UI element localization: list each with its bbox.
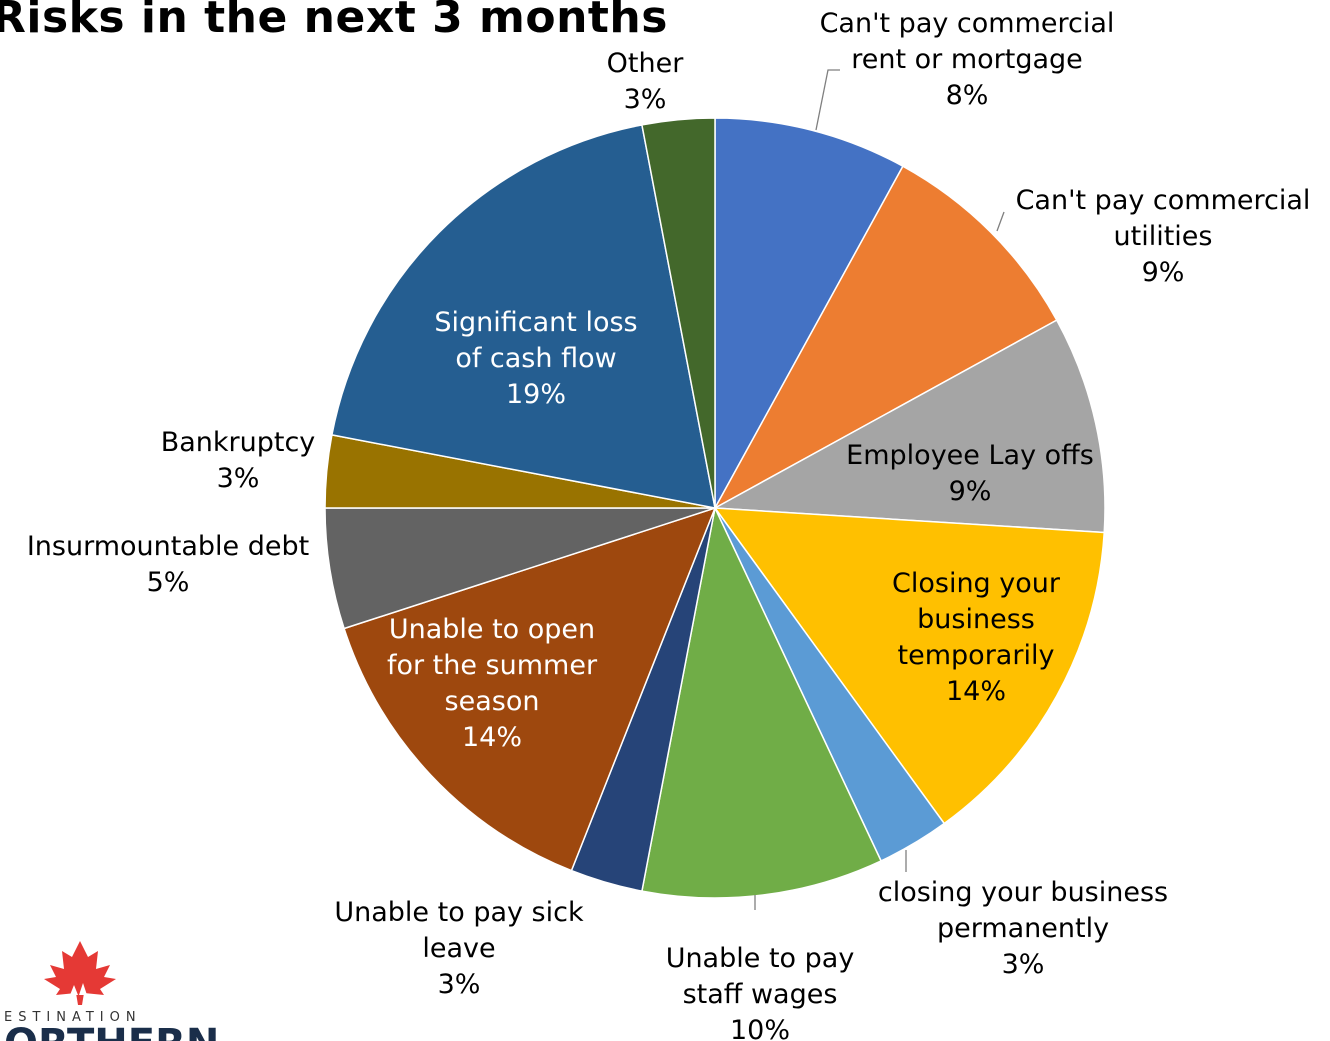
data-label-5: closing your business permanently 3% <box>878 877 1168 980</box>
chart-title: Risks in the next 3 months <box>0 0 668 43</box>
data-label-value: 14% <box>946 676 1006 707</box>
data-label-text: Can't pay commercial <box>820 8 1115 39</box>
data-label-text: season <box>445 686 540 717</box>
pie-slices <box>324 117 1106 899</box>
pie-slice-12 <box>641 117 716 509</box>
data-label-6: Unable to pay staff wages 10% <box>666 943 855 1041</box>
data-label-text: Unable to open <box>389 614 595 645</box>
data-label-text: for the summer <box>387 650 598 681</box>
leader-line-2 <box>996 211 1005 232</box>
pie-slice-1 <box>714 117 904 509</box>
logo-text-bottom: ORTHERN <box>4 1021 219 1041</box>
data-label-3: Employee Lay offs 9% <box>846 440 1094 507</box>
data-label-value: 5% <box>147 567 190 598</box>
data-label-12: Other 3% <box>607 48 685 115</box>
data-label-7: Unable to pay sick leave 3% <box>334 897 584 1000</box>
data-label-value: 9% <box>1142 257 1185 288</box>
data-label-text: closing your business <box>878 877 1168 908</box>
data-label-text: Employee Lay offs <box>846 440 1094 471</box>
data-label-1: Can't pay commercial rent or mortgage 8% <box>820 8 1115 111</box>
data-label-value: 19% <box>506 379 566 410</box>
data-label-4: Closing your business temporarily 14% <box>892 568 1061 707</box>
data-label-text: permanently <box>937 913 1109 944</box>
maple-leaf-icon <box>44 941 116 1005</box>
data-label-text: temporarily <box>898 640 1055 671</box>
data-label-text: utilities <box>1114 221 1213 252</box>
data-label-11: Significant loss of cash flow 19% <box>434 307 637 410</box>
data-label-text: Can't pay commercial <box>1016 185 1311 216</box>
pie-slice-3 <box>712 319 1106 534</box>
data-label-value: 3% <box>1002 949 1045 980</box>
data-label-text: business <box>917 604 1035 635</box>
data-label-text: rent or mortgage <box>851 44 1083 75</box>
data-label-text: Unable to pay <box>666 943 855 974</box>
data-label-text: Other <box>607 48 685 79</box>
data-label-text: Insurmountable debt <box>27 531 309 562</box>
data-label-value: 3% <box>624 84 667 115</box>
data-label-10: Bankruptcy 3% <box>161 427 316 494</box>
pie-slice-4 <box>713 507 1106 825</box>
data-label-text: of cash flow <box>455 343 616 374</box>
pie-slice-6 <box>641 505 883 899</box>
data-label-value: 14% <box>462 722 522 753</box>
tree-icon <box>70 983 87 995</box>
data-label-value: 10% <box>730 1015 790 1041</box>
logo-text-top: ESTINATION <box>4 1010 142 1025</box>
leader-lines <box>754 69 1005 910</box>
data-label-9: Insurmountable debt 5% <box>27 531 309 598</box>
data-label-text: staff wages <box>683 979 838 1010</box>
data-label-text: Significant loss <box>434 307 637 338</box>
data-label-value: 8% <box>946 80 989 111</box>
data-labels: Can't pay commercial rent or mortgage 8%Ca… <box>27 8 1311 1041</box>
data-label-text: Unable to pay sick <box>334 897 584 928</box>
destination-northern-logo: ESTINATION ORTHERN <box>4 941 219 1041</box>
data-label-8: Unable to open for the summer season 14% <box>387 614 598 753</box>
data-label-text: Bankruptcy <box>161 427 316 458</box>
leader-line-1 <box>815 69 840 131</box>
data-label-value: 9% <box>949 476 992 507</box>
data-label-value: 3% <box>438 969 481 1000</box>
pie-slice-2 <box>713 165 1058 510</box>
data-label-2: Can't pay commercial utilities 9% <box>1016 185 1311 288</box>
data-label-text: leave <box>422 933 495 964</box>
data-label-value: 3% <box>217 463 260 494</box>
pie-slice-11 <box>331 124 716 509</box>
data-label-text: Closing your <box>892 568 1061 599</box>
